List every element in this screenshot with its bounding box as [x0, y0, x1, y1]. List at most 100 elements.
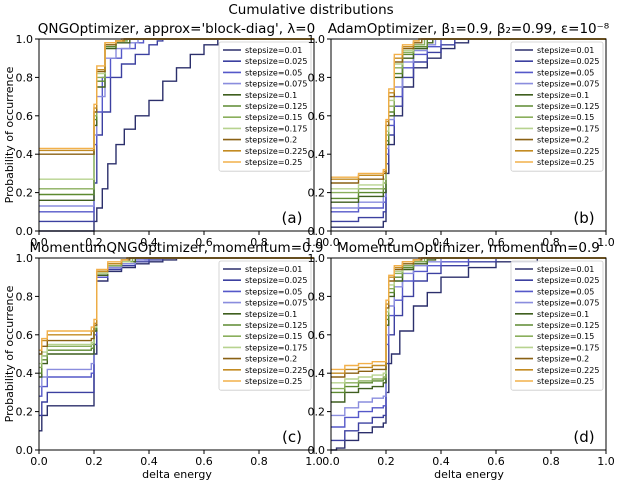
- legend-label: stepsize=0.01: [537, 265, 594, 274]
- series-line-stepsize-0-05: [331, 257, 606, 428]
- legend-label: stepsize=0.1: [245, 310, 297, 319]
- legend: stepsize=0.01 stepsize=0.025 stepsize=0.05…: [218, 41, 312, 172]
- y-tick-label: 0.2: [308, 187, 326, 200]
- y-tick-label: 0.0: [308, 444, 326, 457]
- x-tick-label: 1.0: [597, 236, 615, 249]
- legend-label: stepsize=0.1: [245, 91, 297, 100]
- x-tick-label: 1.0: [305, 455, 323, 468]
- legend-label: stepsize=0.075: [537, 80, 599, 89]
- axes-frame: [330, 257, 607, 451]
- legend-frame: [510, 260, 604, 391]
- legend-label: stepsize=0.2: [537, 136, 589, 145]
- y-tick-label: 0.6: [308, 329, 326, 342]
- y-axis-label-bottom: Probability of occurrence: [3, 285, 16, 422]
- series-line-stepsize-0-25: [331, 38, 606, 178]
- y-tick-label: 0.6: [16, 329, 34, 342]
- panel-title: QNGOptimizer, approx='block-diag', λ=0: [38, 21, 315, 37]
- y-tick-label: 0.0: [308, 225, 326, 238]
- suptitle: Cumulative distributions: [228, 2, 393, 18]
- y-tick-label: 0.0: [16, 444, 34, 457]
- axes-frame: [330, 38, 607, 232]
- axes-frame: [38, 38, 315, 232]
- series-line-stepsize-0-01: [39, 38, 314, 232]
- panel-title: MomentumOptimizer, momentum=0.9: [337, 240, 600, 256]
- legend-label: stepsize=0.15: [537, 113, 594, 122]
- legend-frame: [510, 41, 604, 172]
- legend-label: stepsize=0.2: [245, 355, 297, 364]
- y-tick-label: 0.0: [16, 225, 34, 238]
- series-line-stepsize-0-175: [39, 257, 314, 365]
- y-tick-label: 0.2: [16, 406, 34, 419]
- legend-label: stepsize=0.075: [245, 80, 307, 89]
- legend-label: stepsize=0.01: [537, 46, 594, 55]
- y-tick-label: 0.2: [308, 406, 326, 419]
- series-line-stepsize-0-2: [331, 38, 606, 184]
- series-line-stepsize-0-125: [331, 38, 606, 200]
- panel-b: AdamOptimizer, β₁=0.9, β₂=0.99, ε=10⁻⁸ 0.…: [308, 21, 615, 249]
- legend-label: stepsize=0.225: [245, 147, 307, 156]
- legend-label: stepsize=0.05: [245, 68, 302, 77]
- panel-title: AdamOptimizer, β₁=0.9, β₂=0.99, ε=10⁻⁸: [328, 21, 609, 37]
- y-tick-label: 0.2: [16, 187, 34, 200]
- legend-label: stepsize=0.075: [537, 299, 599, 308]
- y-tick-label: 1.0: [308, 33, 326, 46]
- legend: stepsize=0.01 stepsize=0.025 stepsize=0.05…: [510, 260, 604, 391]
- legend-label: stepsize=0.25: [245, 158, 302, 167]
- x-tick-label: 0.0: [322, 236, 340, 249]
- legend-frame: [218, 260, 312, 391]
- legend-label: stepsize=0.125: [245, 321, 307, 330]
- y-tick-label: 1.0: [16, 252, 34, 265]
- x-tick-label: 0.2: [85, 455, 103, 468]
- x-axis-label-right: delta energy: [434, 468, 504, 481]
- series-line-stepsize-0-1: [39, 38, 314, 201]
- legend: stepsize=0.01 stepsize=0.025 stepsize=0.05…: [218, 260, 312, 391]
- legend-label: stepsize=0.2: [537, 355, 589, 364]
- legend-label: stepsize=0.1: [537, 91, 589, 100]
- panel-title: MomentumQNGOptimizer, momentum=0.9: [30, 240, 324, 256]
- y-axis-label-top: Probability of occurrence: [3, 66, 16, 203]
- legend: stepsize=0.01 stepsize=0.025 stepsize=0.05…: [510, 41, 604, 172]
- series-line-stepsize-0-025: [39, 38, 314, 223]
- legend-label: stepsize=0.1: [537, 310, 589, 319]
- legend-label: stepsize=0.175: [245, 343, 307, 352]
- x-tick-label: 0.2: [377, 236, 395, 249]
- panel-label: (a): [282, 209, 303, 227]
- y-tick-label: 1.0: [16, 33, 34, 46]
- y-tick-label: 0.4: [16, 367, 34, 380]
- legend-label: stepsize=0.15: [245, 332, 302, 341]
- legend-label: stepsize=0.05: [537, 287, 594, 296]
- panel-label: (b): [573, 209, 594, 227]
- series-line-stepsize-0-15: [331, 38, 606, 194]
- legend-label: stepsize=0.125: [245, 102, 307, 111]
- y-tick-label: 0.8: [16, 71, 34, 84]
- y-tick-label: 0.4: [308, 148, 326, 161]
- x-tick-label: 1.0: [305, 236, 323, 249]
- x-tick-label: 0.8: [250, 236, 268, 249]
- y-tick-label: 0.6: [308, 110, 326, 123]
- legend-label: stepsize=0.225: [245, 366, 307, 375]
- legend-label: stepsize=0.225: [537, 366, 599, 375]
- legend-label: stepsize=0.25: [245, 377, 302, 386]
- series-line-stepsize-0-025: [331, 38, 606, 223]
- x-tick-label: 0.8: [542, 236, 560, 249]
- x-tick-label: 0.4: [140, 455, 158, 468]
- legend-label: stepsize=0.01: [245, 46, 302, 55]
- x-tick-label: 0.6: [487, 455, 505, 468]
- legend-label: stepsize=0.05: [245, 287, 302, 296]
- legend-label: stepsize=0.2: [245, 136, 297, 145]
- x-tick-label: 0.4: [140, 236, 158, 249]
- series-line-stepsize-0-025: [331, 257, 606, 442]
- legend-label: stepsize=0.125: [537, 321, 599, 330]
- legend-label: stepsize=0.15: [245, 113, 302, 122]
- x-tick-label: 0.0: [30, 236, 48, 249]
- x-tick-label: 0.0: [322, 455, 340, 468]
- legend-label: stepsize=0.075: [245, 299, 307, 308]
- panel-label: (c): [282, 428, 302, 446]
- panel-d: MomentumOptimizer, momentum=0.9 0.0 0.2 0.4…: [308, 240, 615, 468]
- x-tick-label: 0.8: [250, 455, 268, 468]
- legend-label: stepsize=0.175: [537, 124, 599, 133]
- panel-a: QNGOptimizer, approx='block-diag', λ=0 0.…: [16, 21, 323, 249]
- x-tick-label: 0.6: [195, 236, 213, 249]
- y-tick-label: 0.4: [16, 148, 34, 161]
